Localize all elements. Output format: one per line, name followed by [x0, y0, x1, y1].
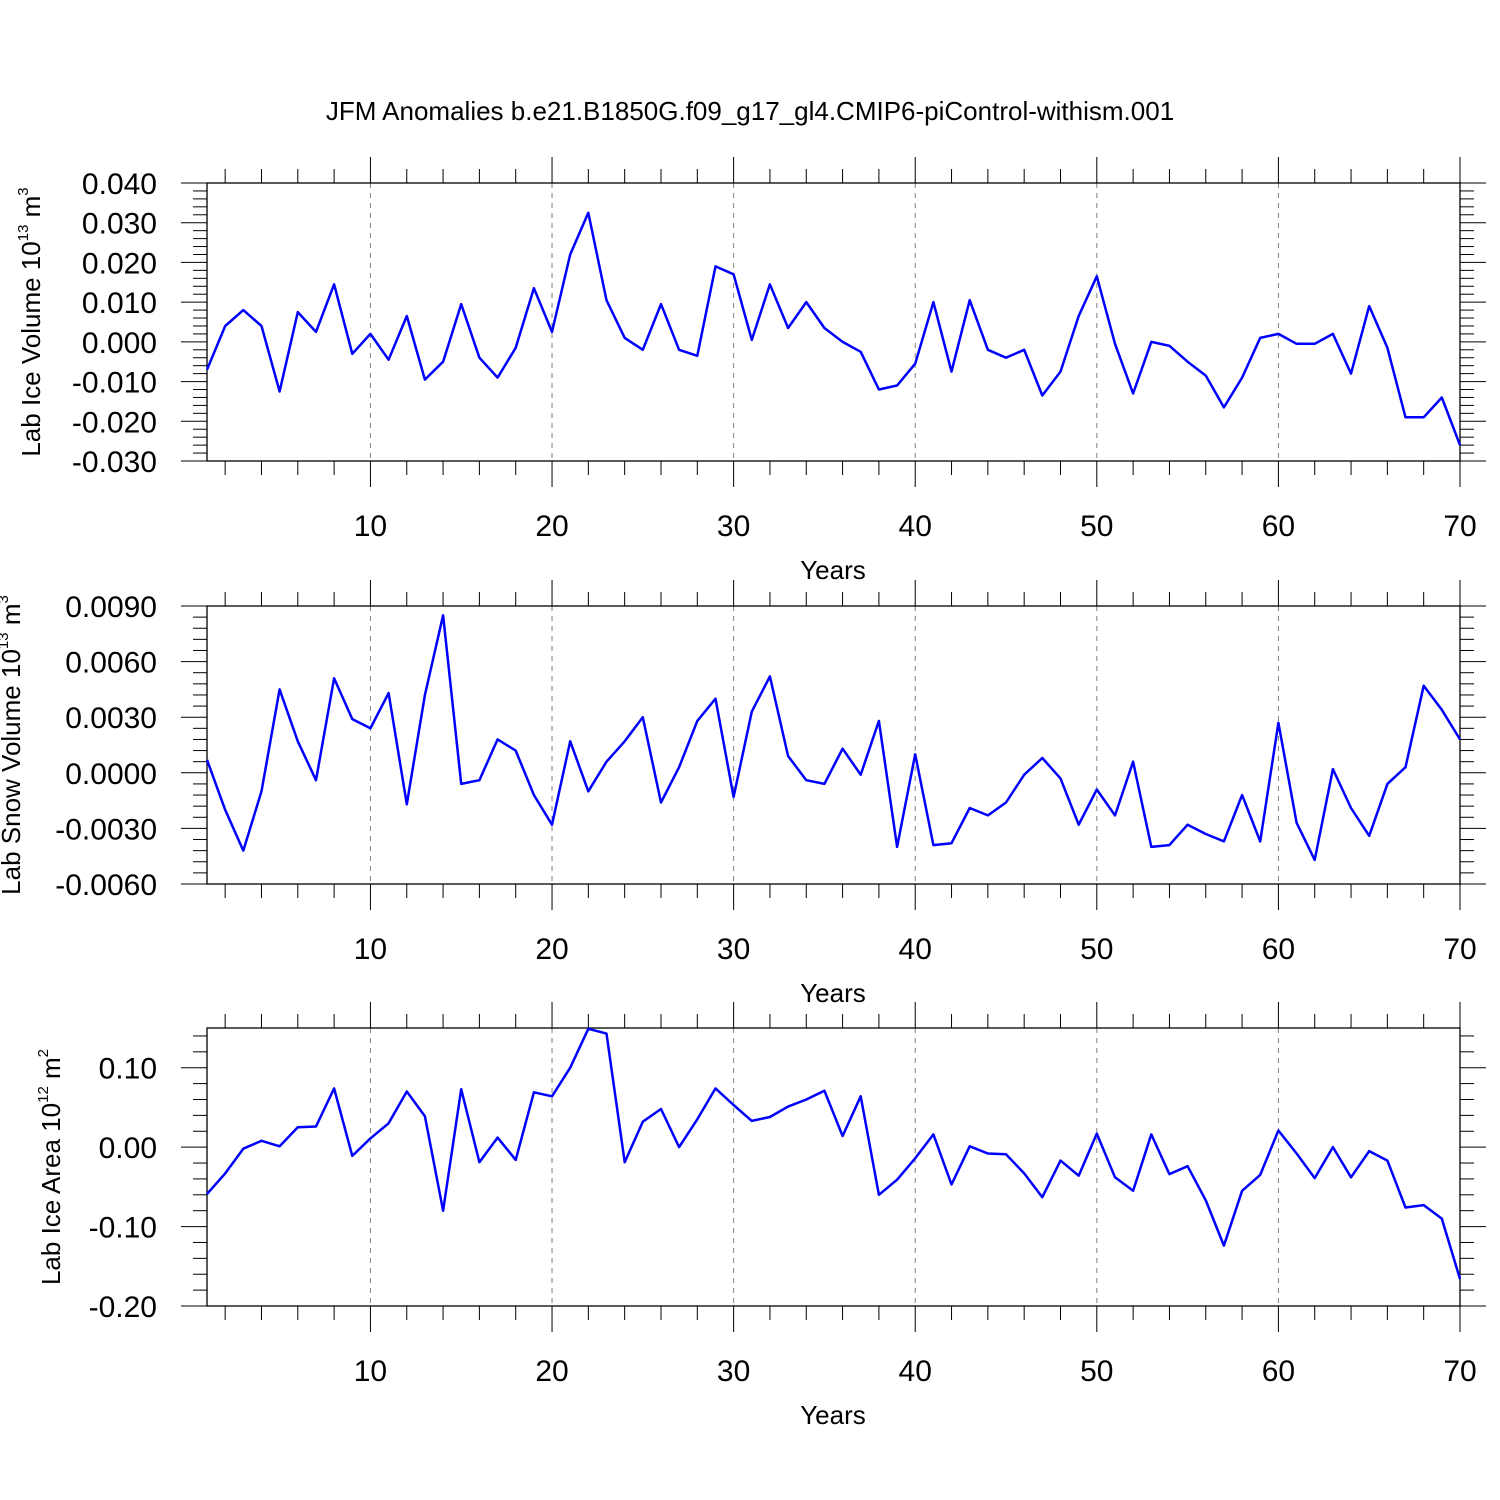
x-tick-label: 30 — [717, 510, 750, 543]
y-tick-label: -0.020 — [72, 406, 157, 439]
x-tick-label: 60 — [1262, 1355, 1295, 1388]
y-tick-label: -0.10 — [89, 1212, 157, 1245]
y-tick-label: -0.20 — [89, 1291, 157, 1324]
y-tick-label: -0.010 — [72, 367, 157, 400]
panels: 0.040 0.030 0.020 0.010 0.000 -0.010 -0.020 -0.… — [0, 157, 1486, 1430]
y-axis-label: Lab Ice Volume 1013 m3 — [15, 187, 46, 456]
series-line — [205, 211, 1462, 446]
y-tick-label: 0.0060 — [65, 647, 157, 680]
y-tick-label: 0.000 — [82, 327, 157, 360]
x-tick-label: 40 — [899, 933, 932, 966]
x-tick-label: 10 — [354, 510, 387, 543]
x-tick-label: 50 — [1080, 510, 1113, 543]
x-tick-label: 30 — [717, 933, 750, 966]
y-tick-label: 0.010 — [82, 287, 157, 320]
y-axis-label: Lab Ice Area 1012 m2 — [35, 1049, 66, 1285]
x-tick-label: 10 — [354, 1355, 387, 1388]
x-axis-label: Years — [800, 978, 866, 1008]
plot-frame — [206, 182, 1461, 462]
y-tick-label: 0.0030 — [65, 702, 157, 735]
y-tick-label: 0.020 — [82, 247, 157, 280]
y-axis-label-exponent: 12 — [35, 1086, 52, 1103]
x-tick-label: 20 — [535, 933, 568, 966]
x-axis-label: Years — [800, 1400, 866, 1430]
x-tick-label: 50 — [1080, 1355, 1113, 1388]
x-tick-label: 30 — [717, 1355, 750, 1388]
y-axis-label-unit: m — [0, 604, 26, 633]
plot-frame — [206, 1027, 1461, 1307]
x-tick-label: 70 — [1443, 510, 1476, 543]
x-tick-label: 70 — [1443, 933, 1476, 966]
plot-frame — [206, 605, 1461, 885]
series-line — [206, 1027, 1462, 1280]
y-axis-label-text: Lab Ice Volume 10 — [16, 241, 46, 456]
y-tick-label: 0.0000 — [65, 758, 157, 791]
x-tick-label: 60 — [1262, 510, 1295, 543]
x-tick-label: 60 — [1262, 933, 1295, 966]
y-axis-label-unit: m — [36, 1057, 66, 1086]
figure-title: JFM Anomalies b.e21.B1850G.f09_g17_gl4.C… — [326, 96, 1174, 126]
x-tick-label: 40 — [899, 510, 932, 543]
y-axis-label-exponent: 13 — [0, 632, 12, 649]
x-axis-label: Years — [800, 555, 866, 585]
y-tick-label: -0.0060 — [55, 869, 157, 902]
y-axis-label-unit-exponent: 3 — [0, 595, 12, 603]
y-tick-label: -0.030 — [72, 446, 157, 479]
x-tick-label: 50 — [1080, 933, 1113, 966]
y-axis-label-unit-exponent: 2 — [35, 1049, 52, 1057]
y-tick-label: 0.030 — [82, 208, 157, 241]
x-tick-label: 40 — [899, 1355, 932, 1388]
panel-3: 0.10 0.00 -0.10 -0.20 10 20 30 40 50 60 70 Years Lab… — [35, 1002, 1486, 1430]
x-tick-label: 70 — [1443, 1355, 1476, 1388]
y-axis-label-unit-exponent: 3 — [15, 187, 32, 195]
y-axis-label-text: Lab Ice Area 10 — [36, 1103, 66, 1285]
y-axis-label-unit: m — [16, 196, 46, 225]
panel-1: 0.040 0.030 0.020 0.010 0.000 -0.010 -0.020 -0.… — [15, 157, 1486, 585]
y-tick-label: 0.0090 — [65, 591, 157, 624]
y-tick-label: 0.00 — [99, 1132, 157, 1165]
x-tick-label: 20 — [535, 510, 568, 543]
y-axis-label-text: Lab Snow Volume 10 — [0, 649, 26, 895]
y-tick-label: -0.0030 — [55, 813, 157, 846]
x-tick-label: 10 — [354, 933, 387, 966]
x-tick-label: 20 — [535, 1355, 568, 1388]
y-tick-label: 0.040 — [82, 168, 157, 201]
panel-2: 0.0090 0.0060 0.0030 0.0000 -0.0030 -0.0060 10… — [0, 580, 1486, 1008]
y-axis-label: Lab Snow Volume 1013 m3 — [0, 595, 26, 895]
y-tick-label: 0.10 — [99, 1053, 157, 1086]
y-axis-label-exponent: 13 — [15, 225, 32, 242]
series-line — [205, 614, 1462, 862]
